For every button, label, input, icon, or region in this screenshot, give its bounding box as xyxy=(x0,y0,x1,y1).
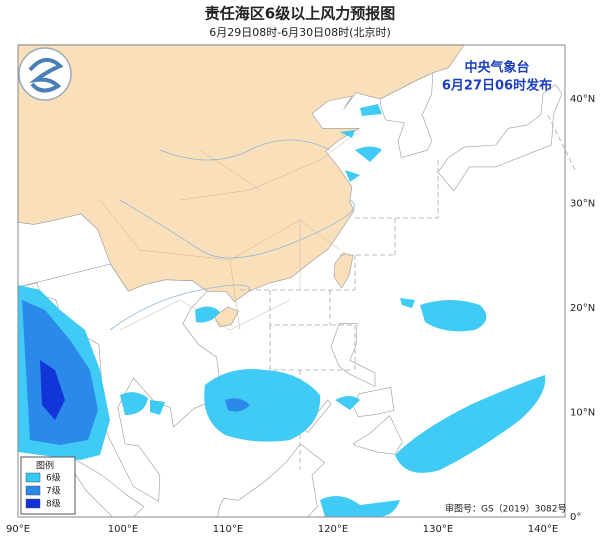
lat-label: 30°N xyxy=(570,199,595,210)
wind-area-6 xyxy=(320,496,400,517)
lon-label: 120°E xyxy=(318,524,348,535)
lat-label: 10°N xyxy=(570,408,595,419)
lon-label: 90°E xyxy=(6,524,30,535)
lat-label: 40°N xyxy=(570,94,595,105)
issue-time: 6月27日06时发布 xyxy=(442,78,552,94)
taiwan xyxy=(333,252,354,289)
approval-number: 审图号：GS（2019）3082号 xyxy=(445,503,567,515)
wind-area-7 xyxy=(22,300,98,445)
lon-label: 110°E xyxy=(213,524,243,535)
lon-label: 140°E xyxy=(528,524,558,535)
legend-swatch xyxy=(25,485,41,496)
korea xyxy=(380,72,434,158)
map-area xyxy=(17,44,576,518)
legend-label: 6级 xyxy=(46,472,61,484)
luzon xyxy=(330,323,376,387)
mindanao xyxy=(352,415,403,455)
wind-area-6 xyxy=(150,400,165,415)
wind-area-6 xyxy=(120,392,148,415)
hainan xyxy=(214,306,239,328)
wind-area-8 xyxy=(40,360,65,420)
wind-area-6 xyxy=(340,130,355,138)
legend-label: 7级 xyxy=(46,485,61,497)
legend-swatch xyxy=(25,498,41,509)
wind-area-6 xyxy=(345,170,360,182)
wind-area-6 xyxy=(195,306,220,323)
lat-label: 20°N xyxy=(570,303,595,314)
wind-area-6 xyxy=(204,369,321,442)
lat-label: 0° xyxy=(570,512,581,523)
logo-mark xyxy=(28,58,64,93)
legend-swatch xyxy=(25,472,41,483)
title: 责任海区6级以上风力预报图 xyxy=(205,5,395,23)
legend-label: 8级 xyxy=(46,498,61,510)
lon-label: 100°E xyxy=(108,524,138,535)
japan xyxy=(437,83,563,192)
lon-label: 130°E xyxy=(423,524,453,535)
legend-title: 图例 xyxy=(36,460,54,472)
wind-area-6 xyxy=(355,146,382,162)
wind-area-6 xyxy=(335,396,360,410)
borneo xyxy=(217,443,326,518)
wind-area-7 xyxy=(225,398,250,412)
issuer: 中央气象台 xyxy=(464,60,529,76)
subtitle: 6月29日08时-6月30日08时(北京时) xyxy=(209,25,391,39)
map-frame xyxy=(17,44,566,518)
wind-area-6 xyxy=(360,104,382,116)
rivers xyxy=(109,139,355,331)
wind-area-6 xyxy=(395,375,546,473)
wind-area-6 xyxy=(420,300,487,332)
wind-area-6 xyxy=(400,298,415,308)
logo xyxy=(18,47,72,101)
